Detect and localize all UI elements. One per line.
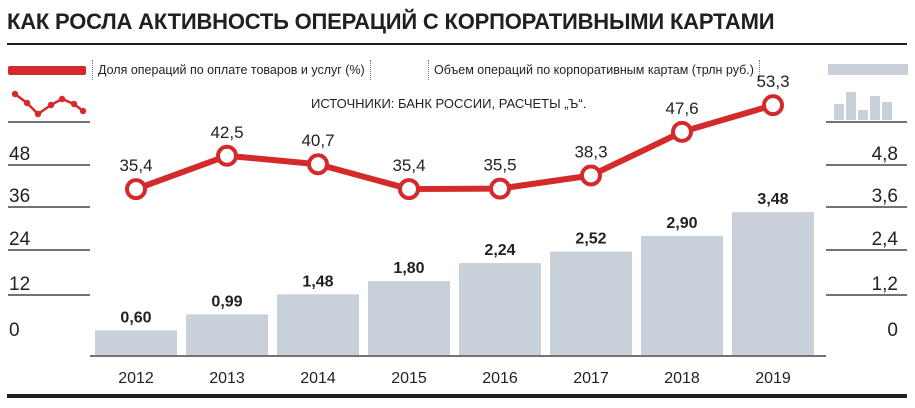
x-tick-label: 2012: [118, 370, 154, 387]
bar-value-label: 3,48: [757, 191, 788, 208]
bar-value-label: 2,52: [575, 231, 606, 248]
left-axis: 48 36 24 12 0: [8, 121, 90, 341]
right-axis: 4,8 3,6 2,4 1,2 0: [826, 121, 907, 341]
legend-line-label: Доля операций по оплате товаров и услуг …: [92, 60, 371, 80]
line-point-2012: [125, 178, 147, 201]
icon-point: [23, 99, 31, 107]
icon-point: [58, 95, 66, 103]
legend-bar-swatch: [828, 64, 908, 75]
bar-2015: [368, 281, 450, 355]
line-value-label: 38,3: [574, 142, 607, 161]
bar-series: 0,60 0,99 1,48 1,80 2,24 2,52 2,90 3,48: [95, 191, 814, 355]
line-point-2017: [580, 164, 602, 187]
line-value-label: 35,4: [119, 156, 152, 175]
x-axis: 2012 2013 2014 2015 2016 2017 2018 2019: [90, 355, 826, 387]
x-tick-label: 2014: [300, 370, 336, 387]
bar-2013: [186, 314, 268, 355]
bar-2019: [732, 212, 814, 355]
bar-value-label: 0,99: [211, 293, 242, 310]
left-tick-label: 0: [9, 320, 20, 341]
icon-bar: [858, 110, 868, 120]
line-point-2018: [671, 120, 693, 143]
chart-title: КАК РОСЛА АКТИВНОСТЬ ОПЕРАЦИЙ С КОРПОРАТ…: [7, 9, 775, 34]
line-value-label: 53,3: [756, 72, 789, 91]
bar-value-label: 1,80: [393, 260, 424, 277]
x-tick-label: 2019: [755, 370, 791, 387]
bar-value-label: 0,60: [120, 309, 151, 326]
bar-2012: [95, 330, 177, 355]
bar-chart-icon: [834, 92, 892, 120]
right-tick-label: 4,8: [872, 144, 898, 165]
line-point-2013: [216, 144, 238, 167]
left-tick-label: 12: [9, 274, 30, 295]
line-value-label: 47,6: [665, 99, 698, 118]
line-chart-icon: [11, 90, 87, 118]
legend-line-swatch: [8, 66, 86, 75]
line-point-2019: [762, 94, 784, 117]
line-value-label: 35,5: [483, 156, 516, 175]
bar-value-label: 2,24: [484, 242, 515, 259]
left-tick-label: 48: [9, 144, 30, 165]
right-tick-label: 0: [887, 320, 898, 341]
icon-bar: [834, 104, 844, 120]
line-value-label: 42,5: [210, 123, 243, 142]
sources-note: ИСТОЧНИКИ: БАНК РОССИИ, РАСЧЕТЫ „Ъ“.: [311, 96, 587, 111]
line-value-label: 35,4: [392, 156, 425, 175]
line-point-2016: [489, 177, 511, 200]
icon-bar: [882, 102, 892, 120]
right-tick-label: 1,2: [872, 274, 898, 295]
bar-value-label: 2,90: [666, 215, 697, 232]
bar-value-label: 1,48: [302, 273, 333, 290]
x-tick-label: 2018: [664, 370, 700, 387]
bar-2014: [277, 294, 359, 355]
icon-point: [79, 107, 87, 115]
right-tick-label: 2,4: [872, 229, 899, 250]
x-tick-label: 2017: [573, 370, 609, 387]
line-point-2015: [398, 178, 420, 201]
left-tick-label: 36: [9, 186, 30, 207]
line-series: 35,4 42,5 40,7 35,4 35,5 38,3 47,6 53,3: [119, 72, 790, 201]
left-tick-label: 24: [9, 229, 31, 250]
title-rule: [7, 43, 907, 45]
right-tick-label: 3,6: [872, 186, 898, 207]
icon-point: [11, 90, 19, 98]
line-path: [134, 102, 774, 193]
icon-bar: [846, 92, 856, 120]
icon-bar: [870, 96, 880, 120]
legend-bar-label: Объем операций по корпоративным картам (…: [428, 60, 760, 80]
bottom-rule: [7, 394, 907, 398]
x-tick-label: 2013: [209, 370, 245, 387]
line-value-label: 40,7: [301, 131, 334, 150]
icon-point: [47, 101, 55, 109]
icon-point: [34, 110, 42, 118]
line-point-2014: [307, 153, 329, 176]
bar-2018: [641, 235, 723, 355]
x-tick-label: 2016: [482, 370, 518, 387]
x-tick-label: 2015: [391, 370, 427, 387]
icon-point: [70, 100, 78, 108]
bar-2016: [459, 263, 541, 355]
bar-2017: [550, 251, 632, 355]
